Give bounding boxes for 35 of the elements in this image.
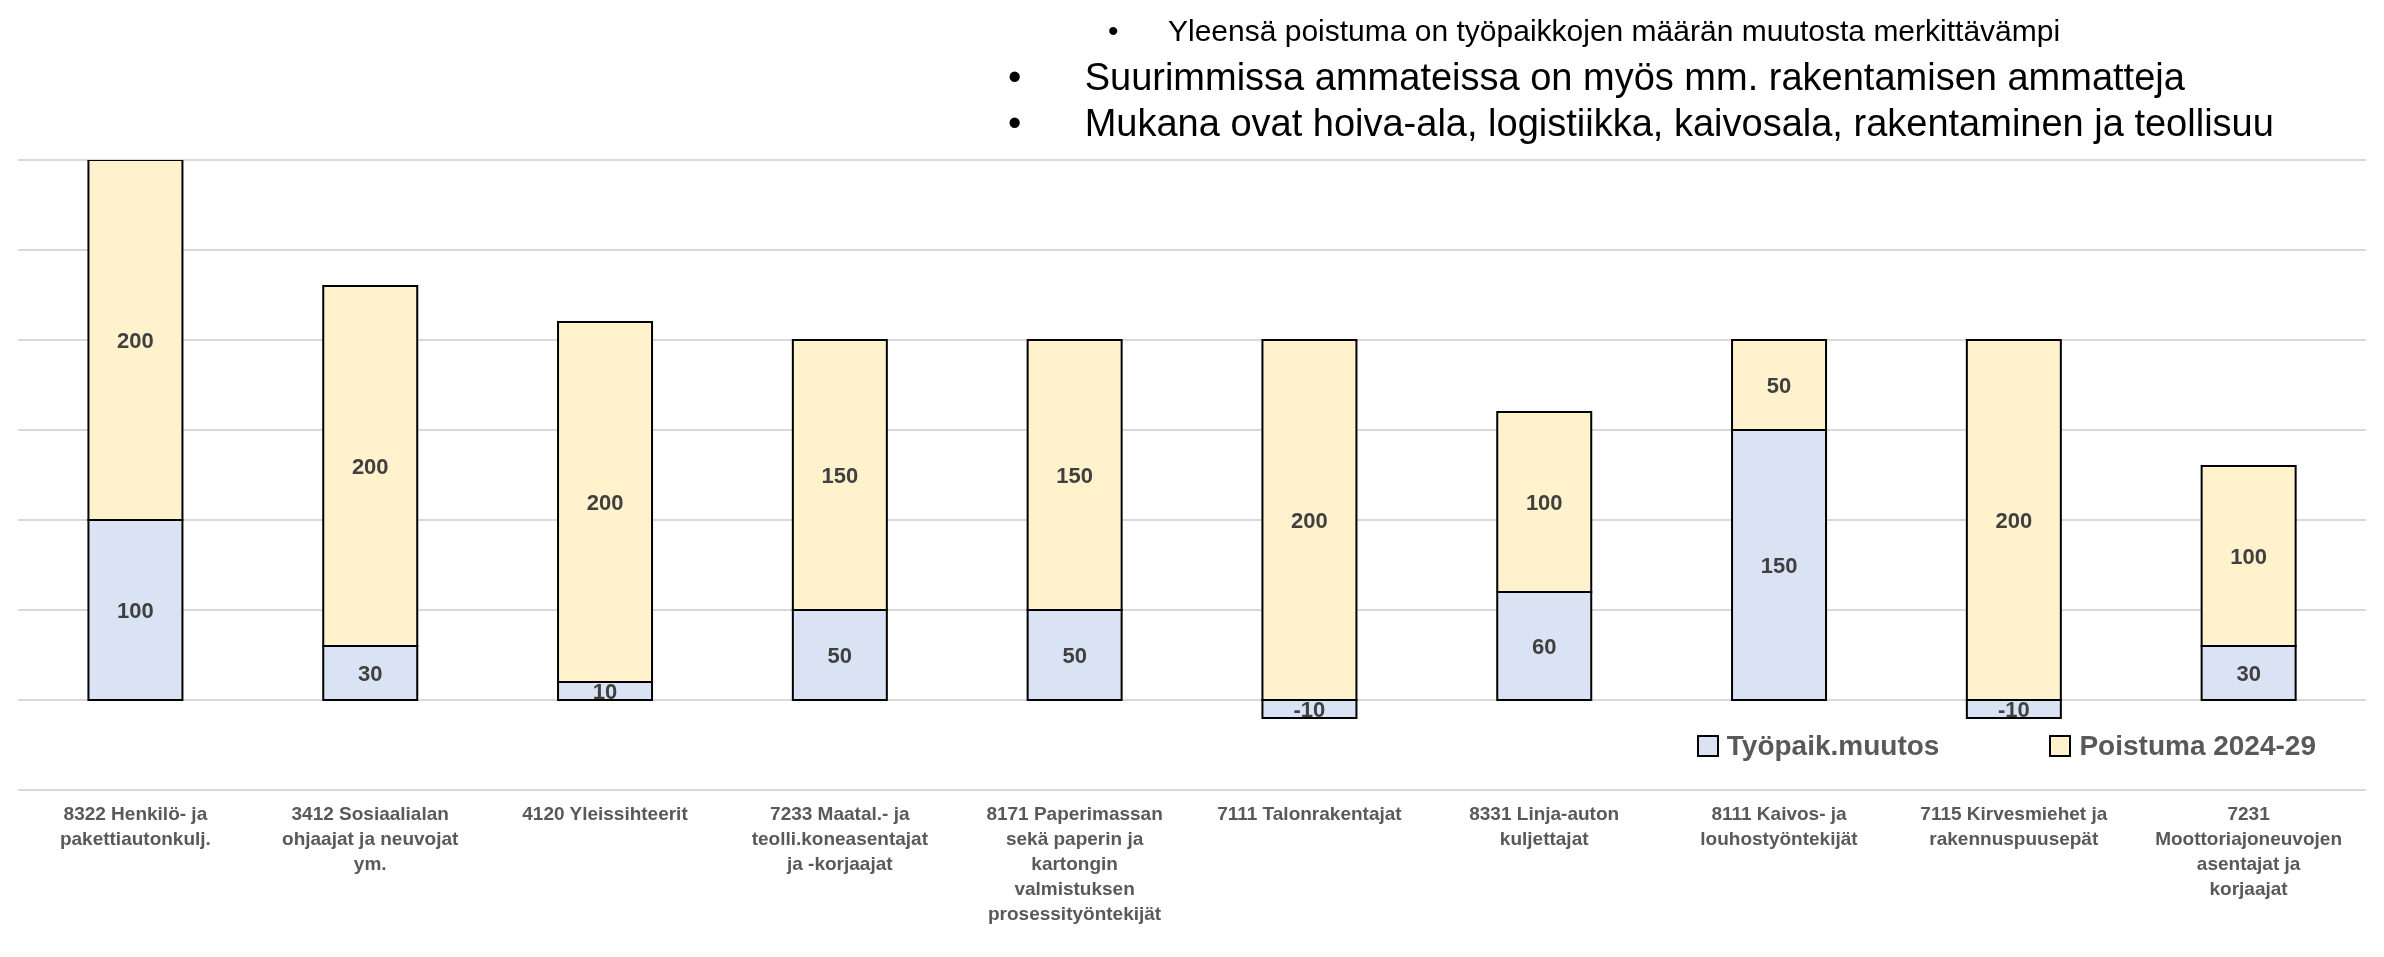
- x-tick-label: 4120 Yleissihteerit: [522, 803, 689, 824]
- data-label: 200: [1291, 507, 1328, 533]
- text: • Suurimmissa ammateissa on myös mm. rakentamisen ammatteja: [1008, 56, 2185, 98]
- data-label: 60: [1532, 633, 1557, 659]
- data-label: 50: [827, 642, 853, 668]
- data-label: 30: [358, 660, 383, 686]
- data-label: 150: [821, 462, 859, 488]
- x-tick-label: 7115 Kirvesmiehet ja rakennuspuusepät: [1920, 803, 2108, 849]
- x-tick-label: 7111 Talonrakentajat: [1217, 803, 1403, 824]
- data-label: -10: [1293, 696, 1326, 722]
- x-tick-label: 8171 Paperimassan sekä paperin ja kartongin valmistuksen prosessityöntekijät: [986, 803, 1163, 924]
- data-label: -10: [1997, 696, 2030, 722]
- x-tick-label: 7231 Moottoriajoneuvojen asentajat ja korjaajat: [2155, 803, 2343, 899]
- data-label: 200: [117, 327, 154, 353]
- x-tick-label: 7233 Maatal.- ja teolli.koneasentajat ja -korjaajat: [751, 803, 929, 874]
- x-tick-label: 8331 Linja-auton kuljettajat: [1469, 803, 1620, 849]
- data-label: 200: [1995, 507, 2033, 533]
- data-label: 10: [592, 678, 618, 704]
- data-label: 200: [586, 489, 624, 515]
- data-label: 200: [351, 453, 389, 479]
- text: • Yleensä poistuma on työpaikkojen määrän muutosta merkittävämpi: [1108, 14, 2061, 47]
- data-label: 100: [117, 597, 154, 623]
- legend-label: Työpaik.muutos: [1726, 730, 1940, 763]
- data-label: 50: [1062, 642, 1087, 668]
- x-tick-label: 8111 Kaivos- ja louhostyöntekijät: [1700, 803, 1859, 849]
- data-label: 100: [1525, 489, 1563, 515]
- x-tick-label: 8322 Henkilö- ja pakettiautonkulj.: [59, 803, 211, 849]
- text: • Mukana ovat hoiva-ala, logistiikka, kaivosala, rakentaminen ja teollisuu: [1008, 102, 2274, 144]
- data-label: 150: [1760, 552, 1798, 578]
- data-label: 30: [2236, 660, 2261, 686]
- data-label: 50: [1766, 372, 1792, 398]
- x-tick-label: 3412 Sosiaalialan ohjaajat ja neuvojat ym.: [282, 803, 460, 874]
- data-label: 150: [1056, 462, 1093, 488]
- data-label: 100: [2230, 543, 2267, 569]
- legend-label: Poistuma 2024-29: [2079, 730, 2316, 763]
